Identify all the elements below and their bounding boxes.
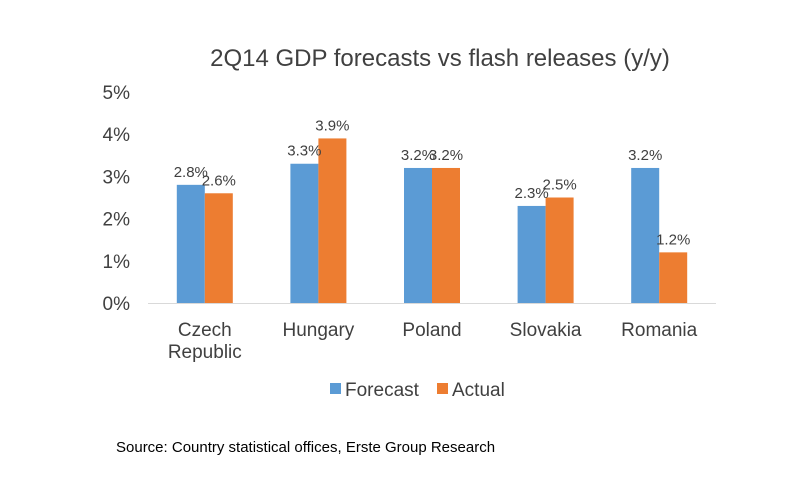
data-label-actual: 3.2% bbox=[429, 147, 463, 164]
y-tick-label: 5% bbox=[103, 83, 131, 104]
legend-label-actual: Actual bbox=[452, 380, 505, 401]
y-tick-label: 1% bbox=[103, 252, 131, 273]
bar-actual bbox=[545, 197, 574, 303]
data-label-actual: 2.6% bbox=[202, 172, 236, 189]
category-label: Romania bbox=[621, 320, 697, 341]
y-tick-label: 2% bbox=[103, 210, 131, 231]
category-label: Slovakia bbox=[510, 320, 582, 341]
data-labels: 2.8%2.6%3.3%3.9%3.2%3.2%2.3%2.5%3.2%1.2% bbox=[174, 117, 691, 248]
category-label: Republic bbox=[168, 342, 242, 363]
legend-swatch-forecast bbox=[330, 383, 341, 394]
bar-forecast bbox=[404, 167, 432, 303]
y-tick-label: 4% bbox=[103, 125, 131, 146]
source-note: Source: Country statistical offices, Ers… bbox=[116, 439, 496, 456]
bars bbox=[176, 138, 688, 303]
bar-forecast bbox=[631, 167, 660, 303]
y-tick-label: 3% bbox=[103, 167, 131, 188]
data-label-forecast: 3.3% bbox=[287, 143, 321, 160]
data-label-actual: 1.2% bbox=[656, 231, 690, 248]
bar-actual bbox=[659, 252, 688, 303]
data-label-forecast: 2.3% bbox=[514, 185, 548, 202]
data-label-forecast: 2.8% bbox=[174, 164, 208, 181]
y-axis: 0% 1% 2% 3% 4% 5% bbox=[103, 83, 131, 315]
category-label: Poland bbox=[402, 320, 461, 341]
bar-actual bbox=[318, 138, 347, 303]
y-tick-label: 0% bbox=[103, 294, 131, 315]
chart-title: 2Q14 GDP forecasts vs flash releases (y/… bbox=[210, 45, 670, 72]
data-label-actual: 2.5% bbox=[542, 177, 576, 194]
bar-forecast bbox=[517, 205, 546, 303]
legend-label-forecast: Forecast bbox=[345, 380, 420, 401]
bar-actual bbox=[204, 193, 233, 303]
bar-actual bbox=[432, 167, 460, 303]
data-label-forecast: 3.2% bbox=[628, 147, 662, 164]
bar-forecast bbox=[290, 163, 319, 303]
data-label-forecast: 3.2% bbox=[401, 147, 435, 164]
category-label: Czech bbox=[178, 320, 232, 341]
legend: Forecast Actual bbox=[330, 380, 505, 401]
legend-swatch-actual bbox=[437, 383, 448, 394]
data-label-actual: 3.9% bbox=[315, 117, 349, 134]
category-label: Hungary bbox=[282, 320, 354, 341]
bar-forecast bbox=[176, 184, 205, 303]
